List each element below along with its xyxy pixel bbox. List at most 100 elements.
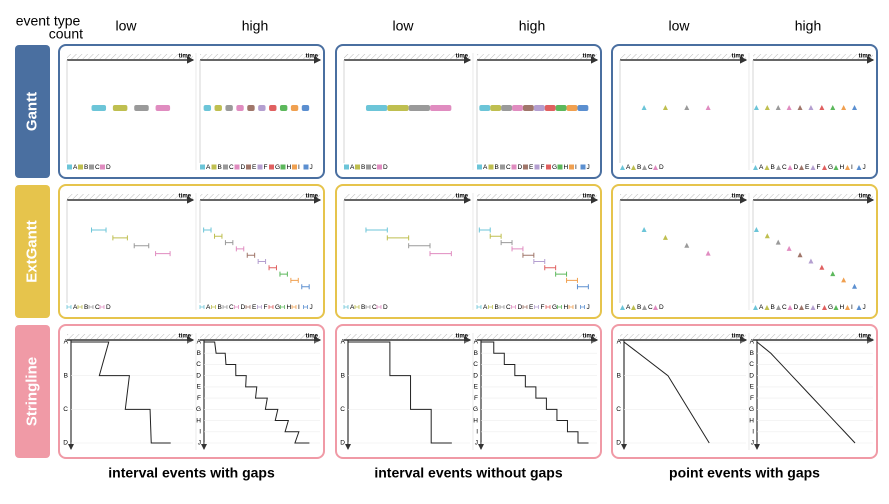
legend-label: B bbox=[84, 164, 88, 171]
event-point bbox=[753, 227, 759, 232]
event-bar bbox=[225, 105, 233, 111]
column-label: high bbox=[242, 18, 268, 34]
legend-swatch bbox=[488, 305, 493, 309]
legend-label: C bbox=[229, 164, 234, 171]
legend-label: H bbox=[840, 164, 845, 171]
legend-swatch bbox=[787, 305, 793, 310]
event-point bbox=[797, 252, 803, 258]
event-interval bbox=[555, 271, 568, 277]
row-label-box bbox=[15, 325, 50, 458]
time-hatch bbox=[477, 54, 597, 59]
event-interval bbox=[489, 233, 502, 239]
event-interval bbox=[112, 235, 128, 241]
stringline-label: E bbox=[750, 384, 755, 391]
legend-swatch bbox=[764, 305, 770, 310]
time-label: time bbox=[732, 334, 745, 340]
legend-swatch bbox=[89, 164, 94, 170]
legend-swatch bbox=[344, 164, 349, 170]
event-point bbox=[819, 105, 825, 110]
event-interval bbox=[224, 240, 234, 246]
legend-label: H bbox=[564, 304, 569, 311]
time-label: time bbox=[859, 194, 872, 200]
event-point bbox=[852, 105, 858, 110]
event-interval bbox=[522, 252, 535, 258]
legend-swatch bbox=[845, 305, 850, 310]
event-bar bbox=[501, 105, 513, 111]
legend-swatch bbox=[269, 164, 274, 170]
legend-swatch bbox=[557, 164, 563, 170]
event-point bbox=[852, 283, 858, 289]
legend-swatch bbox=[477, 164, 482, 170]
legend-label: C bbox=[782, 164, 787, 171]
legend-swatch bbox=[557, 305, 562, 309]
stringline-label: H bbox=[749, 417, 754, 424]
legend-label: A bbox=[626, 164, 631, 171]
legend-label: G bbox=[552, 164, 557, 171]
time-hatch bbox=[67, 194, 193, 199]
stringline-label: D bbox=[196, 372, 201, 379]
stringline bbox=[348, 341, 452, 444]
stringline-label: E bbox=[474, 384, 479, 391]
stringline bbox=[623, 341, 710, 444]
legend-swatch bbox=[845, 165, 850, 170]
legend-label: E bbox=[252, 164, 257, 171]
legend-label: E bbox=[529, 304, 534, 311]
event-bar bbox=[408, 105, 431, 111]
time-hatch bbox=[200, 54, 320, 59]
event-bar bbox=[387, 105, 409, 111]
legend-swatch bbox=[631, 305, 636, 310]
time-label: time bbox=[179, 54, 192, 60]
time-hatch bbox=[67, 54, 193, 59]
time-hatch bbox=[344, 194, 470, 199]
legend-swatch bbox=[545, 305, 551, 309]
event-interval bbox=[133, 243, 150, 249]
legend-swatch bbox=[199, 305, 205, 309]
legend-label: E bbox=[252, 304, 257, 311]
legend-swatch bbox=[534, 164, 540, 170]
legend-swatch bbox=[856, 305, 862, 310]
legend-swatch bbox=[222, 305, 228, 309]
legend-swatch bbox=[522, 305, 528, 309]
event-interval bbox=[500, 240, 513, 246]
legend-label: A bbox=[73, 304, 78, 311]
stringline-label: I bbox=[199, 428, 201, 435]
event-interval bbox=[533, 259, 546, 264]
legend-label: D bbox=[241, 164, 246, 171]
legend-label: A bbox=[206, 304, 211, 311]
stringline-label: A bbox=[474, 339, 479, 346]
cell-box bbox=[335, 44, 602, 179]
stringline-label: E bbox=[197, 384, 202, 391]
legend-swatch bbox=[99, 305, 105, 309]
legend-swatch bbox=[78, 164, 83, 170]
legend-label: E bbox=[805, 164, 810, 171]
legend-label: G bbox=[275, 164, 280, 171]
event-interval bbox=[290, 277, 299, 283]
stringline-label: B bbox=[474, 350, 478, 357]
event-point bbox=[764, 233, 770, 239]
event-interval bbox=[511, 246, 524, 252]
legend-swatch bbox=[833, 165, 839, 170]
legend-label: F bbox=[817, 164, 821, 171]
column-label: high bbox=[795, 18, 821, 34]
legend-swatch bbox=[476, 305, 482, 309]
stringline-label: A bbox=[197, 339, 202, 346]
time-label: time bbox=[306, 334, 319, 340]
stringline bbox=[481, 341, 589, 444]
time-hatch bbox=[620, 54, 746, 59]
legend-label: G bbox=[552, 304, 557, 311]
legend-label: E bbox=[805, 304, 810, 311]
legend-label: I bbox=[575, 164, 577, 171]
time-label: time bbox=[179, 194, 192, 200]
legend-label: J bbox=[310, 304, 313, 311]
event-point bbox=[830, 271, 836, 277]
legend-swatch bbox=[488, 164, 494, 170]
stringline-label: B bbox=[64, 372, 68, 379]
event-bar bbox=[279, 105, 288, 111]
legend-label: B bbox=[637, 164, 641, 171]
legend-swatch bbox=[88, 305, 94, 309]
stringline-label: C bbox=[616, 406, 621, 413]
stringline-label: F bbox=[197, 395, 201, 402]
event-interval bbox=[235, 246, 245, 252]
legend-swatch bbox=[776, 305, 781, 310]
event-point bbox=[841, 105, 847, 110]
